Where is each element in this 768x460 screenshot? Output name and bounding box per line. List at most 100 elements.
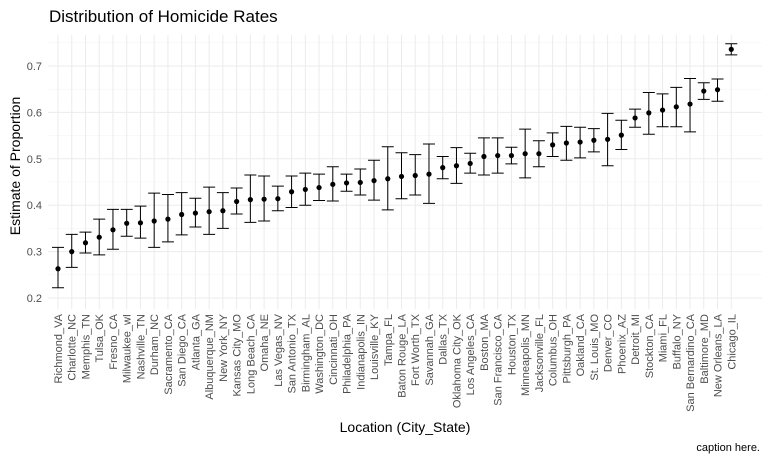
x-tick-label: Richmond_VA [53, 313, 65, 383]
data-point [192, 210, 198, 216]
data-point [247, 197, 253, 203]
data-point [508, 152, 515, 159]
chart-title: Distribution of Homicide Rates [49, 7, 278, 26]
x-tick-label: Denver_CO [603, 314, 615, 373]
data-point [563, 140, 569, 146]
data-point [206, 209, 212, 215]
x-tick-label: Tampa_FL [383, 314, 395, 366]
data-point [412, 172, 418, 179]
x-tick-label: San Diego_CA [177, 313, 189, 386]
y-tick-label: 0.7 [27, 61, 42, 73]
x-tick-label: Chicago_IL [726, 314, 738, 370]
x-tick-label: Birmingham_AL [300, 314, 312, 392]
data-point [69, 249, 75, 255]
x-tick-label: Savannah_GA [424, 313, 436, 385]
y-tick-label: 0.6 [27, 107, 42, 119]
x-tick-label: Columbus_OH [548, 314, 560, 386]
data-point [618, 132, 624, 138]
x-tick-label: Nashville_TN [135, 314, 147, 379]
data-point [110, 227, 116, 233]
y-axis-title: Estimate of Proportion [7, 97, 23, 236]
error-bars [52, 43, 738, 289]
data-point [357, 179, 363, 186]
data-point [234, 198, 240, 205]
x-tick-label: Kansas City_MO [232, 314, 244, 397]
x-tick-label: Philadelphia_PA [342, 313, 354, 394]
data-point [536, 151, 542, 157]
data-point [288, 189, 295, 195]
x-tick-label: Buffalo_NY [671, 313, 683, 369]
data-point [522, 151, 528, 157]
x-tick-label: Charlotte_NC [67, 314, 79, 381]
data-point [137, 220, 144, 226]
data-point [302, 186, 308, 193]
data-point [440, 165, 446, 171]
y-tick-label: 0.5 [27, 154, 42, 166]
x-tick-label: Baton Rouge_LA [397, 313, 409, 397]
data-point [646, 110, 652, 116]
data-point [605, 136, 611, 142]
x-tick-label: Los Angeles_CA [465, 313, 477, 395]
data-point [55, 266, 61, 272]
data-point [714, 87, 721, 93]
x-tick-label: Tulsa_OK [94, 313, 106, 362]
x-tick-label: New Orleans_LA [713, 313, 725, 397]
x-tick-label: Oklahoma City_OK [451, 313, 463, 408]
x-tick-label: Sacramento_CA [163, 313, 175, 394]
y-tick-label: 0.2 [27, 293, 42, 305]
x-tick-label: San Francisco_CA [493, 313, 505, 405]
data-point [481, 153, 487, 160]
data-point [179, 211, 185, 218]
x-tick-label: Phoenix_AZ [616, 314, 628, 374]
data-point [96, 234, 102, 240]
x-tick-label: Fort Worth_TX [410, 313, 422, 386]
x-tick-label: Oakland_CA [575, 313, 587, 376]
data-point [316, 184, 322, 191]
x-tick-label: Indianapolis_IN [355, 314, 367, 390]
x-tick-label: Boston_MA [479, 313, 491, 371]
data-point [632, 115, 638, 121]
x-tick-label: Houston_TX [506, 313, 518, 375]
x-tick-label: Jacksonville_FL [534, 314, 546, 392]
data-point [495, 152, 501, 159]
data-point [371, 178, 377, 184]
x-tick-label: Fresno_CA [108, 313, 120, 369]
data-point [426, 171, 432, 177]
x-tick-label: Memphis_TN [80, 314, 92, 379]
data-point [82, 240, 89, 246]
data-point [728, 46, 734, 52]
x-tick-label: San Bernardino_CA [685, 313, 697, 412]
x-tick-label: Cincinnati_OH [328, 314, 340, 385]
data-point [151, 218, 157, 224]
x-axis-title: Location (City_State) [340, 419, 471, 435]
data-point [385, 176, 391, 182]
data-point [453, 163, 460, 169]
x-tick-label: Las Vegas_NV [273, 313, 285, 386]
x-tick-label: Omaha_NE [259, 314, 271, 371]
data-point [275, 196, 281, 202]
data-point [673, 104, 679, 110]
data-point [687, 101, 693, 107]
x-axis: Richmond_VA Charlotte_NC Memphis_TN Tulsa_O… [53, 313, 738, 412]
x-tick-label: Albuquerque_NM [204, 314, 216, 400]
y-tick-label: 0.3 [27, 247, 42, 259]
x-tick-label: Durham_NC [149, 314, 161, 375]
x-tick-label: Detroit_MI [630, 314, 642, 365]
x-tick-label: Louisville_KY [369, 313, 381, 380]
x-tick-label: Washington_DC [314, 314, 326, 394]
x-tick-label: Dallas_TX [438, 313, 450, 364]
x-tick-label: Minneapolis_MN [520, 314, 532, 396]
data-point [124, 220, 130, 226]
data-point [398, 173, 405, 180]
data-point [577, 139, 583, 145]
caption: caption here. [696, 442, 760, 454]
y-axis: 0.2 0.3 0.4 0.5 0.6 0.7 [27, 61, 42, 305]
x-tick-label: New York_NY [218, 313, 230, 382]
x-tick-label: Milwaukee_wI [122, 314, 134, 383]
grid [48, 35, 762, 309]
data-point [467, 160, 473, 167]
data-point [550, 142, 556, 148]
data-point [165, 216, 171, 222]
y-tick-label: 0.4 [27, 200, 42, 212]
